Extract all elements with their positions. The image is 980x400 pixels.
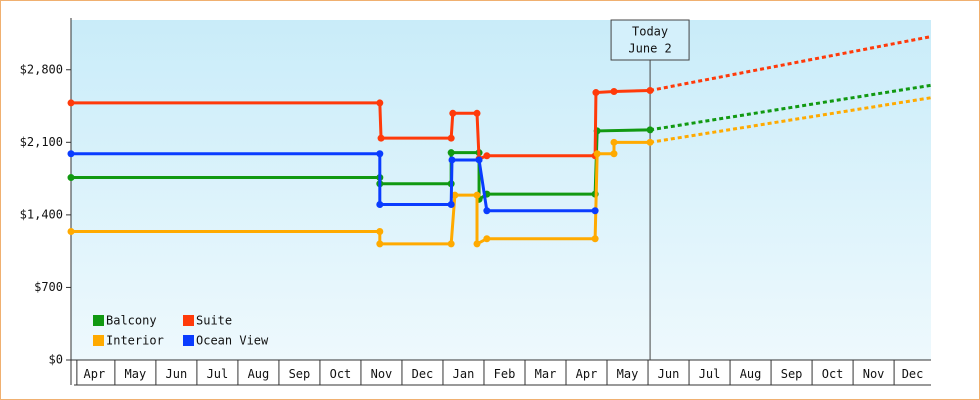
data-point [610,88,618,96]
data-point [376,240,384,248]
x-tick-label: Dec [902,367,924,381]
y-tick-label: $0 [49,353,63,367]
y-tick-label: $2,800 [20,62,63,76]
data-point [593,150,601,158]
data-point [646,126,654,134]
x-tick-label: Aug [740,367,762,381]
legend-swatch [183,315,194,326]
today-label: June 2 [628,42,671,56]
data-point [591,235,599,243]
plot-area [71,20,931,360]
data-point [473,191,481,199]
today-label: Today [632,25,668,39]
series-line [71,152,596,213]
x-tick-label: Jun [166,367,188,381]
x-tick-label: May [125,367,147,381]
x-tick-label: Sep [781,367,803,381]
data-point [592,89,600,97]
data-point [451,191,459,199]
data-point [376,150,384,158]
legend-label: Balcony [106,314,157,328]
x-tick-label: Mar [535,367,557,381]
data-point [67,227,75,235]
data-point [376,227,384,235]
data-point [475,156,483,164]
data-point [483,152,491,160]
x-tick-label: Aug [248,367,270,381]
x-tick-label: Jan [453,367,475,381]
x-tick-label: Nov [863,367,885,381]
forecast-line [649,83,932,132]
y-tick-label: $2,100 [20,135,63,149]
data-point [449,109,457,117]
data-point [376,99,384,107]
data-point [591,207,599,215]
forecast-line [649,96,932,144]
data-point [447,149,455,157]
legend-label: Suite [196,314,232,328]
legend-swatch [93,315,104,326]
data-point [483,207,491,215]
data-point [67,99,75,107]
data-point [483,235,491,243]
data-point [610,138,618,146]
x-tick-label: Feb [494,367,516,381]
today-box [610,19,690,61]
legend-label: Ocean View [196,334,269,348]
x-tick-label: Sep [289,367,311,381]
y-tick-label: $700 [34,280,63,294]
x-tick-label: Apr [576,367,598,381]
x-tick-label: Dec [412,367,434,381]
x-tick-label: Oct [822,367,844,381]
data-point [67,150,75,158]
data-point [377,134,385,142]
x-tick-label: May [617,367,639,381]
data-point [376,201,384,209]
data-point [447,201,455,209]
legend-swatch [183,335,194,346]
forecast-line [649,35,932,92]
x-tick-label: Jul [207,367,229,381]
x-tick-label: Oct [330,367,352,381]
data-point [646,138,654,146]
data-point [646,86,654,94]
x-tick-label: Apr [84,367,106,381]
y-tick-label: $1,400 [20,207,63,221]
x-tick-label: Jul [699,367,721,381]
data-point [610,150,618,158]
legend-label: Interior [106,334,164,348]
data-point [473,240,481,248]
legend-swatch [93,335,104,346]
data-point [448,156,456,164]
x-tick-label: Nov [371,367,393,381]
data-point [473,109,481,117]
data-point [67,174,75,182]
data-point [447,134,455,142]
x-tick-label: Jun [658,367,680,381]
data-point [447,240,455,248]
